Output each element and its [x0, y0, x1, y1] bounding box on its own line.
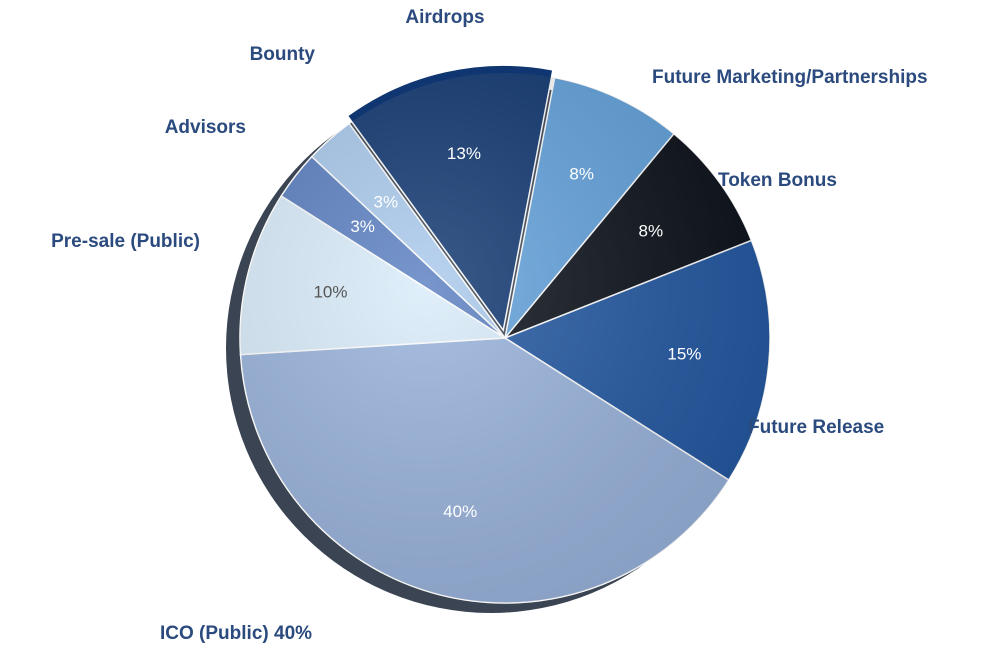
category-label: Future Marketing/Partnerships — [652, 67, 928, 88]
category-label: Advisors — [165, 117, 246, 138]
pie — [226, 64, 771, 613]
category-label: Bounty — [250, 44, 316, 65]
data-label: 40% — [443, 502, 477, 521]
category-label: Token Bonus — [718, 170, 837, 191]
data-label: 13% — [447, 144, 481, 163]
data-label: 15% — [667, 344, 701, 363]
data-label: 3% — [374, 192, 399, 211]
category-label: Airdrops — [405, 7, 484, 28]
data-label: 8% — [569, 164, 594, 183]
data-label: 10% — [313, 283, 347, 302]
data-label: 3% — [350, 217, 375, 236]
category-label: ICO (Public) 40% — [160, 623, 312, 644]
category-label: Future Release — [748, 417, 884, 438]
category-label: Pre-sale (Public) — [51, 231, 200, 252]
data-label: 8% — [638, 222, 663, 241]
